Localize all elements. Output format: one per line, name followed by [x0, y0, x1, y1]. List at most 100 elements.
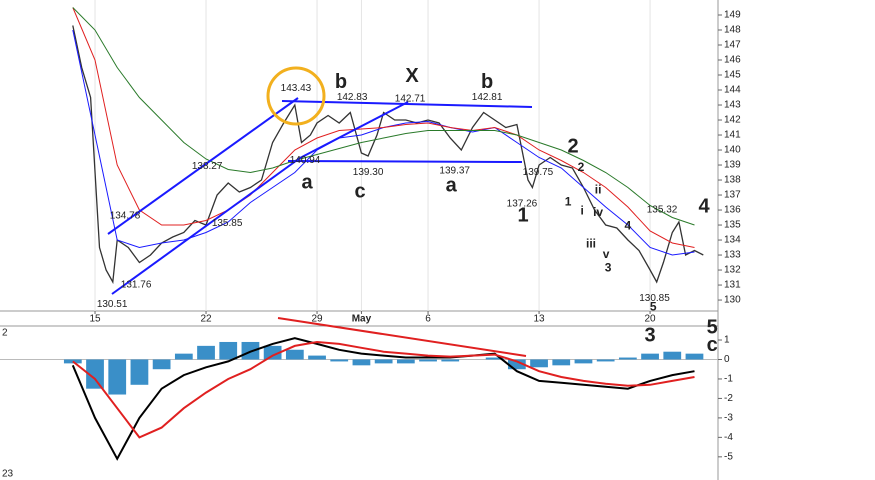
price-line [72, 25, 704, 285]
histogram-bar [130, 359, 149, 385]
price-label: 142.83 [337, 92, 368, 103]
y-tick-label: -3 [724, 413, 733, 424]
y-tick-label: 143 [724, 100, 741, 111]
histogram-bar [263, 345, 282, 360]
y-tick-label: 132 [724, 265, 741, 276]
y-tick-label: 131 [724, 280, 741, 291]
y-tick-label: 142 [724, 115, 741, 126]
y-tick-label: 136 [724, 205, 741, 216]
histogram-bar [485, 357, 504, 360]
x-tick-label: 29 [311, 314, 323, 325]
histogram-bar [219, 341, 238, 360]
y-tick-label: -2 [724, 393, 733, 404]
histogram-bar [152, 359, 171, 370]
y-tick-label: 135 [724, 220, 741, 231]
price-label: 137.26 [507, 199, 538, 210]
histogram-bar [396, 359, 415, 364]
wave-label: iii [586, 237, 596, 251]
y-tick-label: 138 [724, 175, 741, 186]
histogram-bar [285, 349, 304, 360]
x-tick-label: 22 [200, 314, 212, 325]
y-tick-label: 134 [724, 235, 741, 246]
wave-label: iv [593, 205, 603, 219]
y-tick-label: 139 [724, 160, 741, 171]
histogram-bar [574, 359, 593, 364]
wave-label: 2 [578, 160, 585, 174]
histogram-bar [685, 353, 704, 360]
series-line [71, 337, 695, 461]
y-tick-label: -5 [724, 451, 733, 462]
channel-line [107, 97, 299, 235]
wave-label: c [355, 180, 366, 202]
y-tick-label: 144 [724, 85, 741, 96]
wave-label: 2 [567, 135, 578, 157]
wave-label: b [481, 71, 493, 93]
price-label: 139.37 [439, 166, 470, 177]
histogram-bar [308, 355, 326, 360]
price-label: 130.85 [639, 293, 670, 304]
y-tick-label: 149 [724, 10, 741, 21]
y-tick-label: 145 [724, 70, 741, 81]
wave-label: c [707, 334, 718, 356]
x-tick-label: May [352, 314, 372, 325]
histogram-bar [618, 357, 637, 360]
histogram-bar [197, 345, 215, 360]
divergence-line [277, 317, 527, 357]
price-label: 142.81 [472, 92, 503, 103]
y-tick-label: 133 [724, 250, 741, 261]
price-label: 131.76 [121, 280, 152, 291]
series-line [72, 7, 695, 248]
x-tick-label: 6 [425, 314, 431, 325]
price-label: 139.75 [523, 167, 554, 178]
x-tick-label: 20 [645, 314, 657, 325]
price-label: 134.78 [110, 211, 141, 222]
y-tick-label: 0 [724, 354, 730, 365]
series-line [72, 340, 695, 439]
price-label: 138.27 [192, 161, 223, 172]
y-tick-label: 1 [724, 335, 730, 346]
y-tick-label: 146 [724, 55, 741, 66]
price-label: 142.71 [395, 94, 426, 105]
histogram-bar [530, 359, 548, 368]
series-line [72, 7, 695, 226]
wave-label: 1 [518, 204, 529, 226]
y-tick-label: 147 [724, 40, 741, 51]
histogram-bar [419, 359, 437, 362]
y-tick-label: 130 [724, 295, 741, 306]
histogram-bar [108, 359, 127, 395]
trendlines [107, 66, 533, 357]
price-label: 135.32 [647, 205, 678, 216]
histogram-bar [174, 353, 193, 360]
histogram-bar [352, 359, 371, 366]
y-tick-label: 148 [724, 25, 741, 36]
histogram-bar [641, 353, 659, 360]
wave-label: ii [595, 183, 602, 197]
price-label: 143.43 [281, 83, 312, 94]
histogram-bar [441, 359, 460, 362]
wave-label: X [405, 65, 419, 87]
histogram-bar [663, 351, 682, 360]
wave-label: v [603, 247, 610, 261]
wave-label: i [580, 204, 583, 218]
wave-label: a [301, 171, 313, 193]
wave-label: 4 [625, 219, 632, 233]
support-line [287, 160, 523, 163]
x-tick-label: 15 [89, 314, 101, 325]
histogram-bar [330, 359, 349, 362]
price-label: 130.51 [97, 299, 128, 310]
wave-label: 3 [605, 261, 612, 275]
y-tick-label: 141 [724, 130, 741, 141]
wave-label: 5 [650, 300, 657, 314]
y-tick-label: 137 [724, 190, 741, 201]
histogram-bar [86, 359, 104, 389]
channel-line [299, 101, 409, 159]
wave-label: 4 [698, 195, 710, 217]
histogram-bar [507, 359, 526, 370]
indicator-param: 23 [2, 469, 14, 480]
wave-label: 1 [565, 195, 572, 209]
wave-label: 3 [645, 324, 656, 346]
y-tick-label: -1 [724, 374, 733, 385]
wave-label: b [335, 71, 347, 93]
